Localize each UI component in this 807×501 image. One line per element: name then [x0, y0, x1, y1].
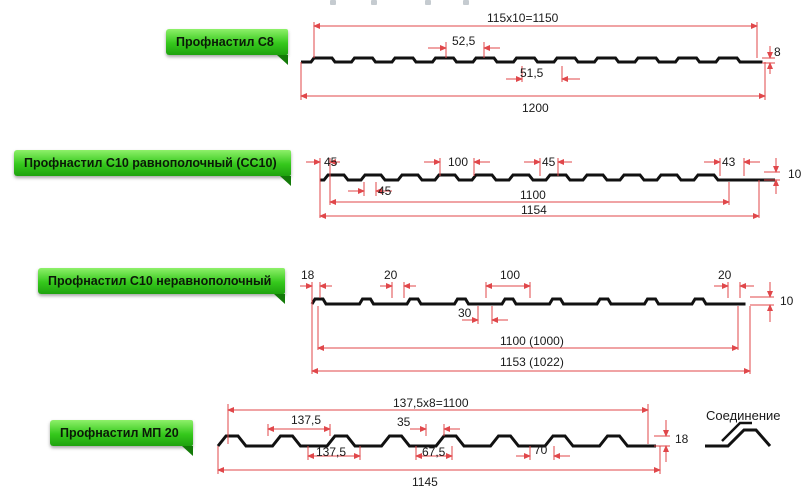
- dim-c10r-mid2: 45: [542, 155, 556, 169]
- dim-c8-total: 115x10=1150: [487, 11, 559, 25]
- profile-c10-unequal: [310, 297, 746, 306]
- dim-mp20-width: 1145: [412, 475, 438, 489]
- dim-c10n-pitch: 100: [500, 268, 520, 282]
- label-c10-unequal: Профнастил С10 неравнополочный: [38, 268, 286, 304]
- dims-c10-equal: 45 100 45 43 10 45 1100 1154: [306, 155, 802, 219]
- dim-c10r-right: 43: [722, 155, 736, 169]
- profile-c10-equal: [320, 173, 775, 182]
- connection-detail: Соединение: [705, 408, 781, 448]
- dim-c10n-left: 18: [301, 268, 315, 282]
- dim-c8-valley: 51,5: [520, 66, 544, 80]
- dim-mp20-valley: 67,5: [422, 445, 446, 459]
- dim-c8-rib: 52,5: [452, 34, 476, 48]
- dim-c10n-right-rib: 20: [718, 268, 732, 282]
- dim-c10r-bottom-rib: 45: [378, 184, 392, 198]
- dims-mp20: 137,5x8=1100 137,5 35 137,5 67,5 70 18 1…: [217, 396, 689, 489]
- dim-c10n-useful: 1100 (1000): [500, 334, 564, 348]
- profile-mp20: [216, 434, 656, 448]
- connection-title: Соединение: [706, 408, 781, 423]
- dim-c10n-rib: 20: [384, 268, 398, 282]
- dim-mp20-total: 137,5x8=1100: [393, 396, 469, 410]
- dim-c10n-valley: 30: [458, 306, 472, 320]
- dim-c10r-left: 45: [324, 155, 338, 169]
- label-c8: Профнастил С8: [166, 29, 288, 65]
- dims-c10-unequal: 18 20 100 20 10 30 1100 (1000) 1153 (102…: [300, 268, 794, 374]
- dim-c8-height: 8: [774, 45, 781, 59]
- dim-c10r-useful: 1100: [520, 188, 546, 202]
- dim-c10r-width: 1154: [521, 203, 547, 217]
- label-mp20: Профнастил МП 20: [50, 420, 193, 456]
- dim-mp20-top-rib: 35: [397, 415, 411, 429]
- dim-c10n-height: 10: [780, 294, 794, 308]
- top-toolbar-icons: [325, 0, 475, 6]
- dim-mp20-bottom-rib: 70: [534, 443, 548, 457]
- dim-mp20-top-pitch: 137,5: [291, 413, 321, 427]
- dim-c10n-width: 1153 (1022): [500, 355, 564, 369]
- profile-c8: [301, 56, 763, 64]
- dim-c8-width: 1200: [522, 101, 549, 115]
- label-c10-equal: Профнастил С10 равнополочный (СС10): [14, 150, 291, 186]
- dim-mp20-height: 18: [675, 432, 689, 446]
- dims-c8: 115x10=1150 52,5 51,5 1200 8: [300, 11, 781, 115]
- dim-c10r-height: 10: [788, 167, 802, 181]
- dim-mp20-bottom-pitch: 137,5: [316, 445, 346, 459]
- dim-c10r-mid: 100: [448, 155, 468, 169]
